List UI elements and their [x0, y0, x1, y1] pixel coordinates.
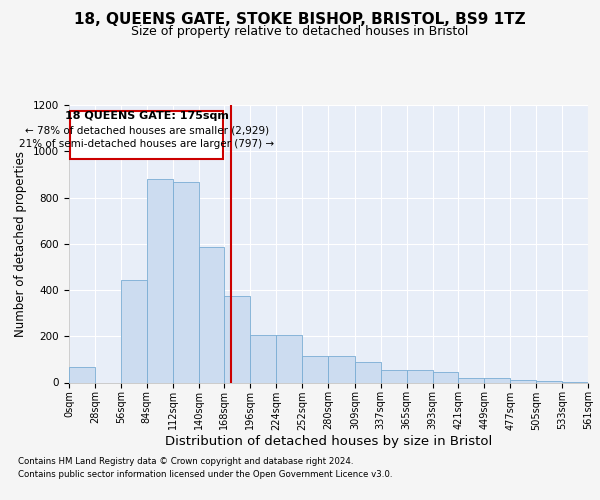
Bar	[381, 370, 407, 382]
Y-axis label: Number of detached properties: Number of detached properties	[14, 151, 28, 337]
Text: 18, QUEENS GATE, STOKE BISHOP, BRISTOL, BS9 1TZ: 18, QUEENS GATE, STOKE BISHOP, BRISTOL, …	[74, 12, 526, 28]
Bar	[199, 247, 224, 382]
Text: Contains public sector information licensed under the Open Government Licence v3: Contains public sector information licen…	[18, 470, 392, 479]
Text: ← 78% of detached houses are smaller (2,929): ← 78% of detached houses are smaller (2,…	[25, 125, 269, 135]
Bar	[69, 368, 95, 382]
X-axis label: Distribution of detached houses by size in Bristol: Distribution of detached houses by size …	[165, 435, 492, 448]
Text: Size of property relative to detached houses in Bristol: Size of property relative to detached ho…	[131, 25, 469, 38]
Bar	[302, 356, 328, 382]
Bar	[433, 372, 458, 382]
Bar	[355, 362, 381, 382]
Bar	[173, 182, 199, 382]
Bar	[328, 356, 355, 382]
Text: Contains HM Land Registry data © Crown copyright and database right 2024.: Contains HM Land Registry data © Crown c…	[18, 458, 353, 466]
Bar	[250, 335, 276, 382]
Bar	[407, 370, 433, 382]
Bar	[510, 380, 536, 382]
Bar	[484, 378, 510, 382]
Text: 21% of semi-detached houses are larger (797) →: 21% of semi-detached houses are larger (…	[19, 139, 274, 149]
Bar	[121, 280, 147, 382]
Bar	[458, 378, 484, 382]
Bar	[147, 179, 173, 382]
FancyBboxPatch shape	[70, 111, 223, 160]
Bar	[276, 335, 302, 382]
Bar	[224, 296, 250, 382]
Text: 18 QUEENS GATE: 175sqm: 18 QUEENS GATE: 175sqm	[65, 112, 229, 122]
